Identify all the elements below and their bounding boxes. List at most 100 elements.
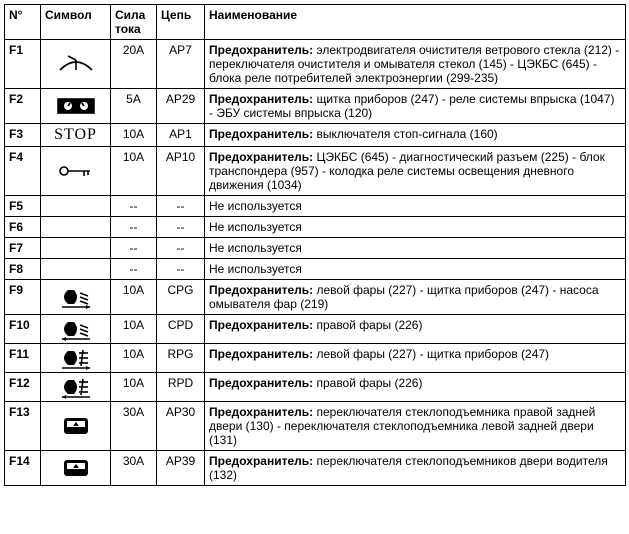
fuse-symbol xyxy=(41,402,111,451)
fuse-circuit: -- xyxy=(157,238,205,259)
fuse-symbol xyxy=(41,147,111,196)
desc-text: правой фары (226) xyxy=(313,376,422,390)
desc-label: Предохранитель: xyxy=(209,318,313,332)
fuse-symbol xyxy=(41,280,111,315)
fuse-symbol xyxy=(41,259,111,280)
fuse-symbol xyxy=(41,451,111,486)
table-row: F1110ARPGПредохранитель: левой фары (227… xyxy=(5,344,626,373)
col-current: Сила тока xyxy=(111,5,157,40)
desc-text: левой фары (227) - щитка приборов (247) xyxy=(313,347,549,361)
fuse-symbol xyxy=(41,373,111,402)
table-header-row: N° Символ Сила тока Цепь Наименование xyxy=(5,5,626,40)
fuse-circuit: AP39 xyxy=(157,451,205,486)
table-row: F1210ARPDПредохранитель: правой фары (22… xyxy=(5,373,626,402)
fuse-number: F2 xyxy=(5,89,41,124)
fuse-description: Не используется xyxy=(205,259,626,280)
col-circuit: Цепь xyxy=(157,5,205,40)
fuse-circuit: AP10 xyxy=(157,147,205,196)
fuse-symbol xyxy=(41,344,111,373)
table-row: F5----Не используется xyxy=(5,196,626,217)
table-row: F8----Не используется xyxy=(5,259,626,280)
fuse-number: F12 xyxy=(5,373,41,402)
fuse-number: F5 xyxy=(5,196,41,217)
fuse-number: F6 xyxy=(5,217,41,238)
fuse-current: -- xyxy=(111,217,157,238)
fuse-description: Предохранитель: ЦЭКБС (645) - диагностич… xyxy=(205,147,626,196)
fuse-description: Предохранитель: переключателя стеклоподъ… xyxy=(205,402,626,451)
f1-icon xyxy=(43,52,108,76)
fuse-current: 10A xyxy=(111,373,157,402)
fuse-number: F11 xyxy=(5,344,41,373)
fuse-number: F10 xyxy=(5,315,41,344)
fuse-description: Не используется xyxy=(205,217,626,238)
fuse-description: Предохранитель: электродвигателя очистит… xyxy=(205,40,626,89)
fuse-description: Предохранитель: правой фары (226) xyxy=(205,315,626,344)
fuse-symbol xyxy=(41,217,111,238)
table-row: F120AAP7Предохранитель: электродвигателя… xyxy=(5,40,626,89)
desc-label: Предохранитель: xyxy=(209,43,313,57)
fuse-current: 10A xyxy=(111,344,157,373)
desc-label: Предохранитель: xyxy=(209,347,313,361)
fuse-description: Предохранитель: выключателя стоп-сигнала… xyxy=(205,124,626,147)
f9-icon xyxy=(43,285,108,309)
fuse-number: F9 xyxy=(5,280,41,315)
fuse-description: Предохранитель: щитка приборов (247) - р… xyxy=(205,89,626,124)
fuse-current: 5A xyxy=(111,89,157,124)
fuse-current: -- xyxy=(111,259,157,280)
fuse-circuit: CPG xyxy=(157,280,205,315)
table-row: F1330AAP30Предохранитель: переключателя … xyxy=(5,402,626,451)
fuse-current: 10A xyxy=(111,124,157,147)
f13-icon xyxy=(43,414,108,438)
table-row: F3STOP10AAP1Предохранитель: выключателя … xyxy=(5,124,626,147)
fuse-current: 30A xyxy=(111,402,157,451)
f12-icon xyxy=(43,375,108,399)
col-symbol: Символ xyxy=(41,5,111,40)
col-desc: Наименование xyxy=(205,5,626,40)
desc-label: Предохранитель: xyxy=(209,283,313,297)
desc-label: Предохранитель: xyxy=(209,150,313,164)
desc-text: выключателя стоп-сигнала (160) xyxy=(313,127,498,141)
f2-icon xyxy=(43,94,108,118)
table-row: F1010ACPDПредохранитель: правой фары (22… xyxy=(5,315,626,344)
fuse-current: -- xyxy=(111,238,157,259)
f4-icon xyxy=(43,159,108,183)
fuse-number: F7 xyxy=(5,238,41,259)
fuse-current: -- xyxy=(111,196,157,217)
desc-label: Предохранитель: xyxy=(209,127,313,141)
fuse-symbol xyxy=(41,196,111,217)
fuse-description: Не используется xyxy=(205,196,626,217)
fuse-circuit: AP1 xyxy=(157,124,205,147)
f11-icon xyxy=(43,346,108,370)
fuse-description: Не используется xyxy=(205,238,626,259)
fuse-circuit: -- xyxy=(157,217,205,238)
fuse-description: Предохранитель: правой фары (226) xyxy=(205,373,626,402)
fuse-symbol xyxy=(41,40,111,89)
fuse-circuit: -- xyxy=(157,259,205,280)
fuse-number: F14 xyxy=(5,451,41,486)
fuse-symbol: STOP xyxy=(41,124,111,147)
fuse-current: 30A xyxy=(111,451,157,486)
fuse-symbol xyxy=(41,315,111,344)
f14-icon xyxy=(43,456,108,480)
fuse-description: Предохранитель: левой фары (227) - щитка… xyxy=(205,280,626,315)
fuse-circuit: AP29 xyxy=(157,89,205,124)
desc-text: правой фары (226) xyxy=(313,318,422,332)
table-row: F9 10ACPGПредохранитель: левой фары (227)… xyxy=(5,280,626,315)
fuse-circuit: RPD xyxy=(157,373,205,402)
fuse-circuit: AP7 xyxy=(157,40,205,89)
desc-label: Предохранитель: xyxy=(209,405,313,419)
desc-text: Не используется xyxy=(209,262,302,276)
table-row: F14 30AAP39Предохранитель: переключателя … xyxy=(5,451,626,486)
fuse-current: 20A xyxy=(111,40,157,89)
desc-label: Предохранитель: xyxy=(209,376,313,390)
desc-label: Предохранитель: xyxy=(209,454,313,468)
desc-text: Не используется xyxy=(209,241,302,255)
fuse-description: Предохранитель: переключателя стеклоподъ… xyxy=(205,451,626,486)
f10-icon xyxy=(43,317,108,341)
fuse-symbol xyxy=(41,89,111,124)
table-row: F410AAP10Предохранитель: ЦЭКБС (645) - д… xyxy=(5,147,626,196)
fuse-description: Предохранитель: левой фары (227) - щитка… xyxy=(205,344,626,373)
desc-text: Не используется xyxy=(209,199,302,213)
fuse-current: 10A xyxy=(111,280,157,315)
table-row: F6----Не используется xyxy=(5,217,626,238)
